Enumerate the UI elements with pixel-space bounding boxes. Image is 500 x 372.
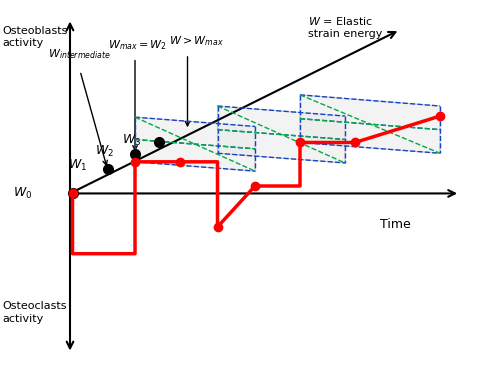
Polygon shape [300,95,440,153]
Text: $W > W_{max}$: $W > W_{max}$ [169,35,224,48]
Text: $W_3$: $W_3$ [122,133,141,148]
Text: $W$ = Elastic
strain energy: $W$ = Elastic strain energy [308,15,382,39]
Polygon shape [135,117,255,171]
Text: $W_{max} = W_2$: $W_{max} = W_2$ [108,38,166,52]
Text: $W_0$: $W_0$ [13,186,32,201]
Text: $W_1$: $W_1$ [68,158,87,173]
Text: Osteoclasts
activity: Osteoclasts activity [2,301,67,324]
Text: $W_2$: $W_2$ [95,144,114,159]
Polygon shape [218,106,345,163]
Text: Osteoblasts
activity: Osteoblasts activity [2,26,68,48]
Text: Time: Time [380,218,411,231]
Text: $W_{intermediate}$: $W_{intermediate}$ [48,48,110,61]
